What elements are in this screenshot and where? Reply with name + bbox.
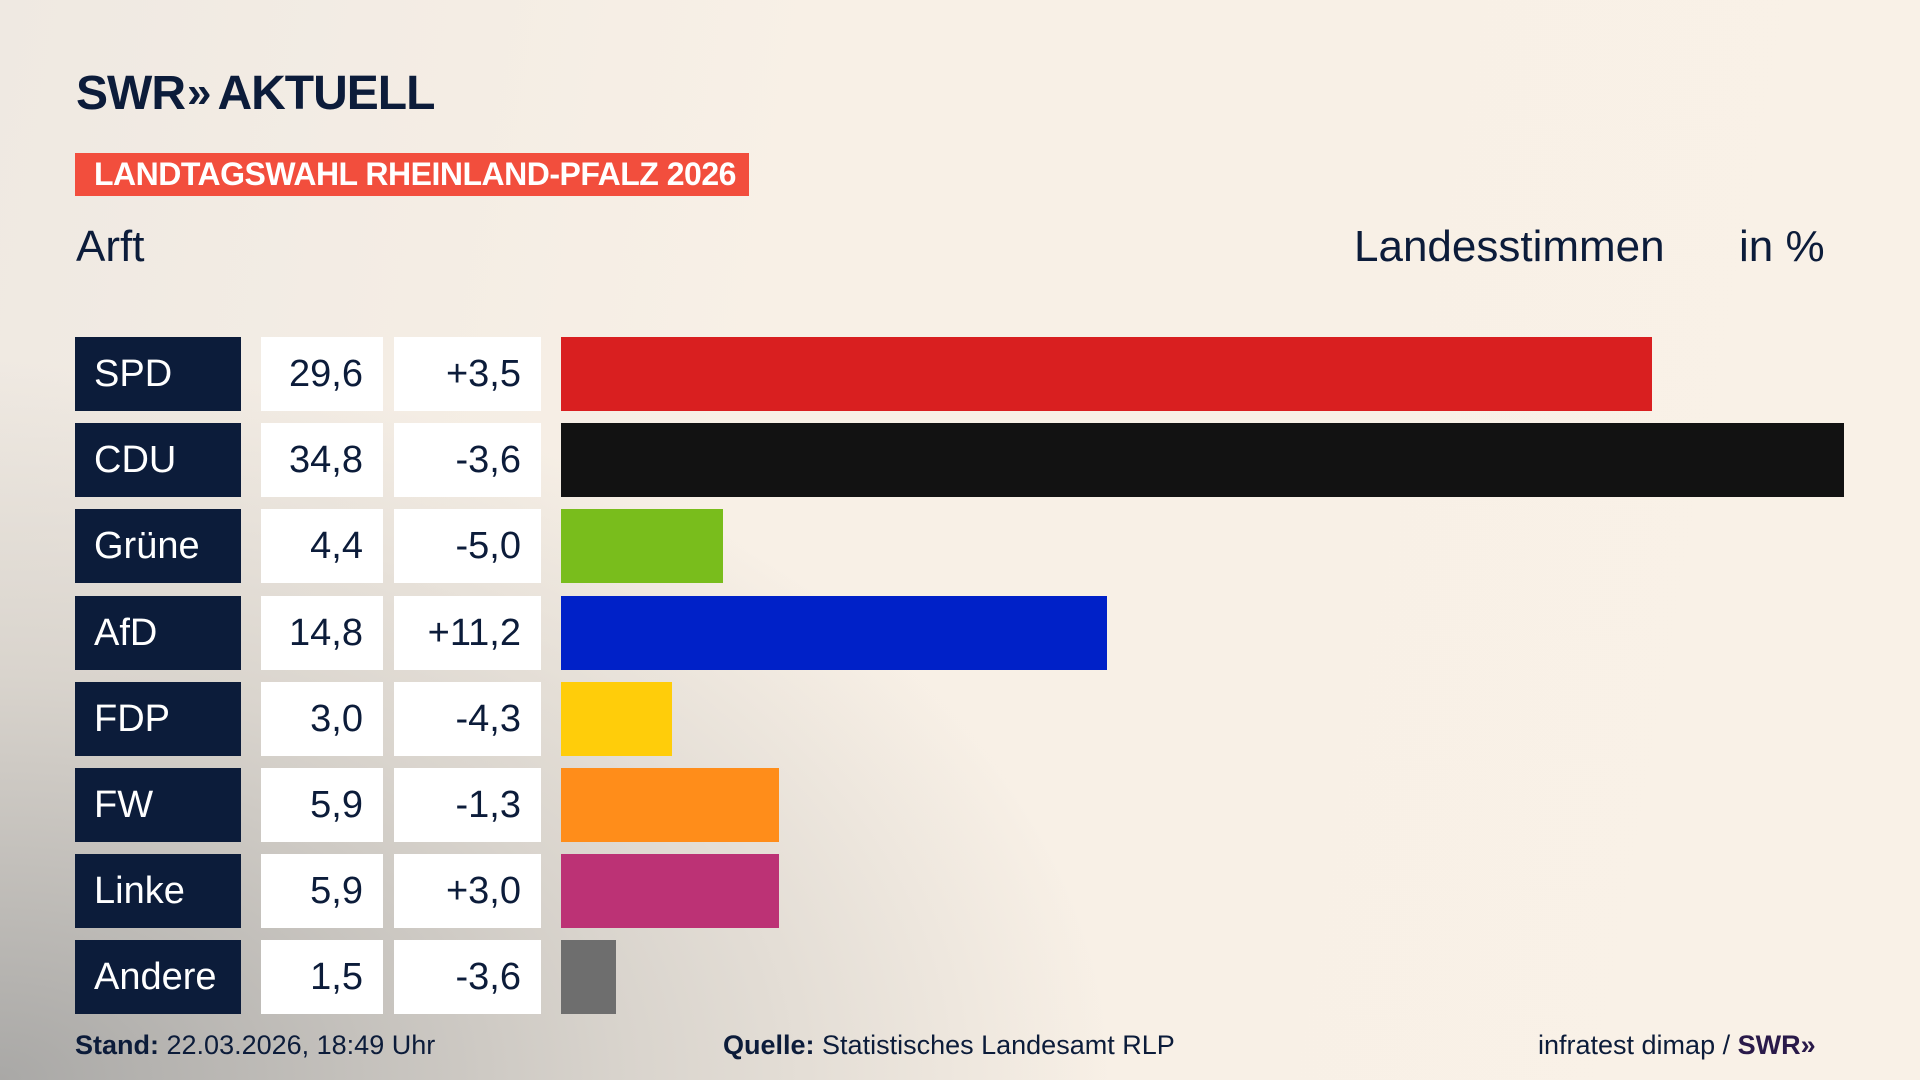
vote-change: -5,0	[394, 509, 541, 584]
vote-share: 1,5	[261, 940, 383, 1015]
party-name: AfD	[75, 595, 241, 670]
logo-aktuell: AKTUELL	[217, 66, 435, 120]
vote-share: 34,8	[261, 423, 383, 498]
vote-share: 4,4	[261, 509, 383, 584]
bar	[561, 681, 672, 756]
vote-change: +3,5	[394, 337, 541, 411]
bar	[561, 423, 1845, 498]
bar	[561, 595, 1107, 670]
vote-change: +11,2	[394, 595, 541, 670]
stand-label: Stand:	[75, 1030, 159, 1060]
source: Quelle: Statistisches Landesamt RLP	[723, 1030, 1175, 1061]
credit: infratest dimap / SWR»	[1538, 1030, 1816, 1061]
swr-small-logo: SWR»	[1737, 1030, 1816, 1060]
region-label: Arft	[76, 222, 145, 271]
unit-label: in %	[1739, 222, 1825, 271]
bar	[561, 337, 1653, 411]
party-name: SPD	[75, 337, 241, 411]
vote-share: 5,9	[261, 768, 383, 842]
vote-share: 29,6	[261, 337, 383, 411]
vote-change: -3,6	[394, 940, 541, 1015]
party-name: CDU	[75, 423, 241, 498]
party-row: FDP 3,0 -4,3	[0, 681, 1920, 756]
source-label: Quelle:	[723, 1030, 815, 1060]
party-row: Andere 1,5 -3,6	[0, 940, 1920, 1015]
vote-change: -3,6	[394, 423, 541, 498]
credit-text: infratest dimap /	[1538, 1030, 1731, 1060]
timestamp: Stand: 22.03.2026, 18:49 Uhr	[75, 1030, 435, 1061]
party-row: AfD 14,8 +11,2	[0, 595, 1920, 670]
party-name: Linke	[75, 854, 241, 929]
party-name: Grüne	[75, 509, 241, 584]
vote-change: +3,0	[394, 854, 541, 929]
logo-chevrons-icon: »	[186, 68, 212, 117]
party-row: SPD 29,6 +3,5	[0, 337, 1920, 411]
party-row: Linke 5,9 +3,0	[0, 854, 1920, 929]
vote-share: 5,9	[261, 854, 383, 929]
vote-share: 3,0	[261, 681, 383, 756]
bar	[561, 854, 779, 929]
bar	[561, 940, 617, 1015]
measure-label: Landesstimmen	[1354, 222, 1665, 271]
logo-swr: SWR	[76, 66, 186, 120]
stand-value: 22.03.2026, 18:49 Uhr	[166, 1030, 436, 1060]
vote-change: -1,3	[394, 768, 541, 842]
bar	[561, 768, 779, 842]
vote-change: -4,3	[394, 681, 541, 756]
party-name: FDP	[75, 681, 241, 756]
election-banner: LANDTAGSWAHL RHEINLAND-PFALZ 2026	[75, 153, 749, 196]
swr-aktuell-logo: SWR» AKTUELL	[76, 67, 435, 120]
bar	[561, 509, 724, 584]
party-name: Andere	[75, 940, 241, 1015]
party-name: FW	[75, 768, 241, 842]
vote-share: 14,8	[261, 595, 383, 670]
party-row: FW 5,9 -1,3	[0, 768, 1920, 842]
party-row: CDU 34,8 -3,6	[0, 423, 1920, 498]
source-value: Statistisches Landesamt RLP	[822, 1030, 1175, 1060]
party-row: Grüne 4,4 -5,0	[0, 509, 1920, 584]
